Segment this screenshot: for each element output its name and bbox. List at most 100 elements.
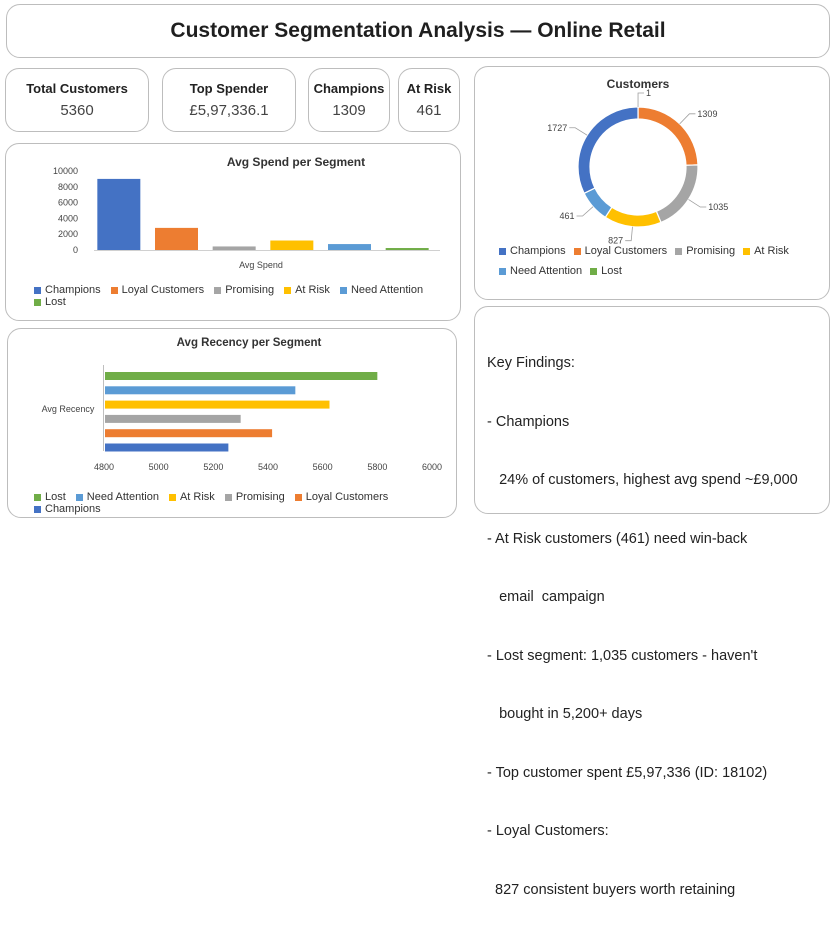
y-tick-label: 6000 (58, 198, 78, 208)
kpi-value: 1309 (332, 102, 365, 119)
y-tick-label: 4000 (58, 213, 78, 223)
kpi-label: Champions (314, 81, 385, 96)
bar-promising (213, 246, 256, 250)
legend-item-at-risk: At Risk (284, 284, 330, 296)
legend-swatch (675, 248, 682, 255)
finding-line: - Loyal Customers: (487, 822, 829, 842)
finding-line: - Lost segment: 1,035 customers - haven'… (487, 647, 829, 667)
legend-swatch (111, 287, 118, 294)
legend-swatch (590, 268, 597, 275)
legend-label: Promising (236, 491, 285, 503)
legend-item-champions: Champions (499, 245, 566, 257)
legend-item-need-attention: Need Attention (499, 265, 582, 277)
legend-label: Champions (45, 503, 101, 515)
chart-title: Avg Recency per Segment (177, 337, 322, 349)
leader-line (625, 227, 632, 241)
y-tick-label: 0 (73, 245, 78, 255)
legend-label: Lost (45, 491, 66, 503)
x-axis-label: Avg Spend (239, 260, 283, 270)
kpi-value: 5360 (60, 102, 93, 119)
slice-need-attention (584, 188, 612, 217)
legend-label: At Risk (754, 245, 789, 257)
legend-label: Champions (45, 284, 101, 296)
bar-at-risk (270, 241, 313, 250)
kpi-value: £5,97,336.1 (189, 102, 268, 119)
y-tick-label: 8000 (58, 182, 78, 192)
leader-line (680, 114, 696, 124)
legend-label: Lost (601, 265, 622, 277)
legend-swatch (574, 248, 581, 255)
kpi-label: At Risk (407, 81, 452, 96)
legend-item-champions: Champions (34, 503, 101, 515)
legend-item-lost: Lost (34, 491, 66, 503)
bar-at-risk (105, 401, 330, 409)
legend-label: At Risk (295, 284, 330, 296)
legend-label: Lost (45, 296, 66, 308)
kpi-top-spender: Top Spender £5,97,336.1 (162, 68, 296, 132)
legend-label: Loyal Customers (306, 491, 389, 503)
kpi-label: Top Spender (190, 81, 268, 96)
legend-label: Need Attention (510, 265, 582, 277)
chart-title: Customers (607, 77, 670, 91)
legend-item-promising: Promising (214, 284, 274, 296)
legend-label: Promising (225, 284, 274, 296)
legend-label: Loyal Customers (585, 245, 668, 257)
bar-champions (97, 179, 140, 250)
legend-item-lost: Lost (590, 265, 622, 277)
key-findings-text: Key Findings: - Champions 24% of custome… (475, 307, 829, 939)
x-tick-label: 5400 (258, 462, 278, 472)
finding-line: - At Risk customers (461) need win-back (487, 530, 829, 550)
data-label: 1 (646, 88, 651, 98)
kpi-at-risk: At Risk 461 (398, 68, 460, 132)
legend-swatch (169, 494, 176, 501)
legend-swatch (499, 268, 506, 275)
legend-swatch (34, 506, 41, 513)
finding-line: - Top customer spent £5,97,336 (ID: 1810… (487, 764, 829, 784)
kpi-value: 461 (416, 102, 441, 119)
legend-swatch (340, 287, 347, 294)
y-axis-label: Avg Recency (42, 404, 95, 414)
finding-line: 827 consistent buyers worth retaining (487, 881, 829, 901)
finding-line: bought in 5,200+ days (487, 705, 829, 725)
legend-item-loyal-customers: Loyal Customers (295, 491, 389, 503)
bar-lost (386, 248, 429, 250)
bar-need-attention (105, 386, 295, 394)
legend-swatch (225, 494, 232, 501)
legend-swatch (76, 494, 83, 501)
slice-champions (578, 107, 638, 193)
legend-item-at-risk: At Risk (743, 245, 789, 257)
legend-swatch (499, 248, 506, 255)
legend-item-champions: Champions (34, 284, 101, 296)
finding-line: 24% of customers, highest avg spend ~£9,… (487, 471, 829, 491)
slice-promising (656, 165, 698, 223)
dashboard-title: Customer Segmentation Analysis — Online … (170, 19, 665, 43)
legend-label: Need Attention (87, 491, 159, 503)
bar-loyal-customers (105, 429, 272, 437)
finding-line: - Champions (487, 413, 829, 433)
kpi-champions: Champions 1309 (308, 68, 390, 132)
data-label: 1035 (708, 202, 728, 212)
data-label: 1309 (697, 109, 717, 119)
finding-line: email campaign (487, 588, 829, 608)
legend-swatch (214, 287, 221, 294)
y-tick-label: 2000 (58, 229, 78, 239)
data-label: 461 (560, 211, 575, 221)
legend-item-loyal-customers: Loyal Customers (574, 245, 668, 257)
legend-swatch (284, 287, 291, 294)
dashboard-title-card: Customer Segmentation Analysis — Online … (6, 4, 830, 58)
legend-label: Champions (510, 245, 566, 257)
bar-need-attention (328, 244, 371, 250)
legend-swatch (295, 494, 302, 501)
data-label: 1727 (547, 123, 567, 133)
legend-item-lost: Lost (34, 296, 66, 308)
x-tick-label: 4800 (94, 462, 114, 472)
x-tick-label: 5000 (149, 462, 169, 472)
legend-swatch (34, 287, 41, 294)
legend-item-need-attention: Need Attention (76, 491, 159, 503)
y-tick-label: 10000 (53, 166, 78, 176)
